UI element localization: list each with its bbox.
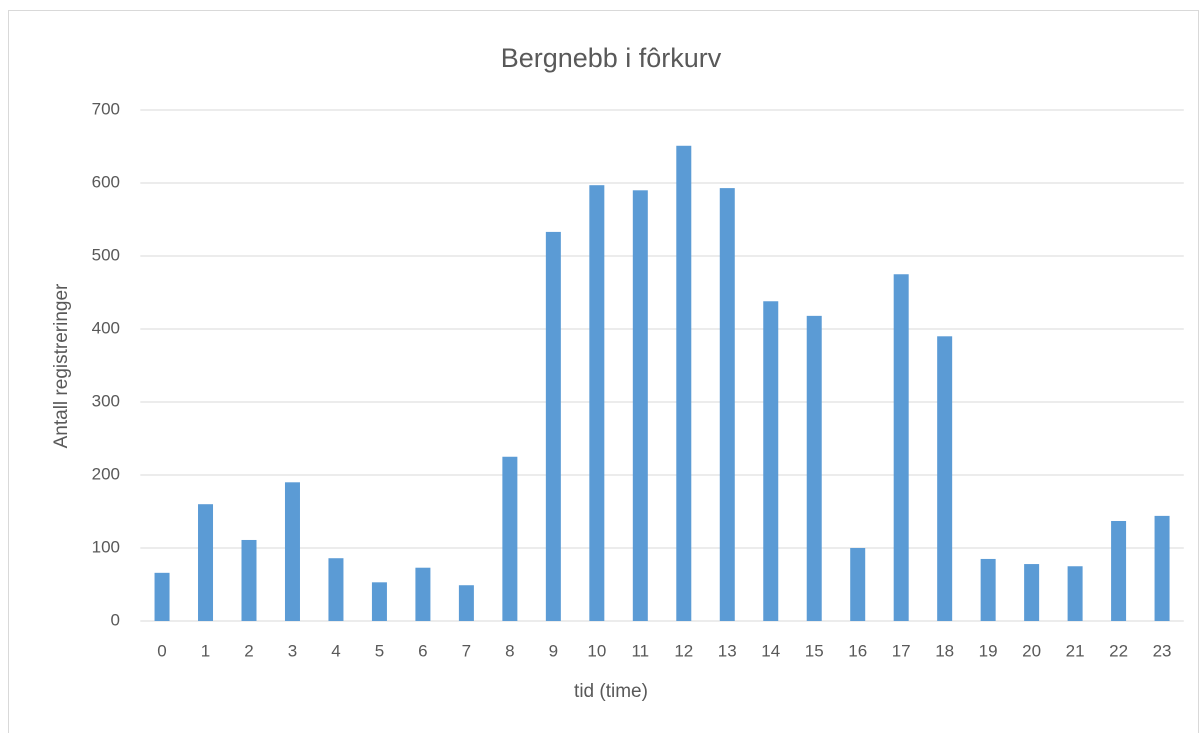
x-tick-label: 17 [892, 641, 911, 660]
x-tick-label: 5 [375, 641, 384, 660]
bar [284, 482, 300, 621]
bar [719, 188, 735, 622]
x-tick-label: 8 [505, 641, 514, 660]
x-tick-label: 0 [157, 641, 166, 660]
x-tick-label: 9 [549, 641, 558, 660]
bar [937, 336, 953, 621]
y-axis-title: Antall registreringer [51, 283, 72, 448]
bar [980, 558, 996, 621]
y-tick-label: 300 [92, 391, 120, 410]
y-tick-label: 500 [92, 245, 120, 264]
bar [458, 585, 474, 621]
bar [1111, 520, 1127, 621]
bar [371, 582, 387, 621]
bar [850, 548, 866, 621]
x-tick-label: 14 [761, 641, 780, 660]
x-tick-label: 3 [288, 641, 297, 660]
x-tick-label: 21 [1066, 641, 1085, 660]
bar [154, 572, 170, 621]
bar [1067, 566, 1083, 621]
x-tick-label: 1 [201, 641, 210, 660]
bar [545, 231, 561, 621]
x-tick-label: 2 [244, 641, 253, 660]
y-tick-label: 100 [92, 537, 120, 556]
x-tick-label: 16 [848, 641, 867, 660]
x-tick-label: 23 [1153, 641, 1172, 660]
y-tick-label: 0 [111, 610, 120, 629]
bar [1154, 515, 1170, 621]
bar [1024, 564, 1040, 621]
x-tick-label: 4 [331, 641, 340, 660]
bar [502, 456, 518, 621]
y-tick-label: 700 [92, 99, 120, 118]
x-tick-label: 6 [418, 641, 427, 660]
bar [632, 190, 648, 622]
x-tick-label: 7 [462, 641, 471, 660]
bar [763, 301, 779, 621]
y-tick-label: 600 [92, 172, 120, 191]
x-tick-label: 15 [805, 641, 824, 660]
bar [328, 558, 344, 621]
bar [415, 567, 431, 621]
x-tick-label: 13 [718, 641, 737, 660]
x-tick-label: 11 [631, 641, 649, 660]
x-tick-label: 12 [674, 641, 693, 660]
x-tick-label: 19 [979, 641, 998, 660]
bar [806, 315, 822, 621]
x-tick-label: 20 [1022, 641, 1041, 660]
x-tick-label: 18 [935, 641, 954, 660]
bar [198, 504, 214, 621]
x-tick-label: 10 [587, 641, 606, 660]
bar [589, 185, 605, 621]
x-tick-label: 22 [1109, 641, 1128, 660]
y-tick-label: 400 [92, 318, 120, 337]
bar [241, 539, 257, 621]
chart-title: Bergnebb i fôrkurv [501, 43, 722, 73]
x-axis-title: tid (time) [574, 681, 648, 702]
y-tick-label: 200 [92, 464, 120, 483]
bar [676, 145, 692, 621]
bar [893, 274, 909, 621]
